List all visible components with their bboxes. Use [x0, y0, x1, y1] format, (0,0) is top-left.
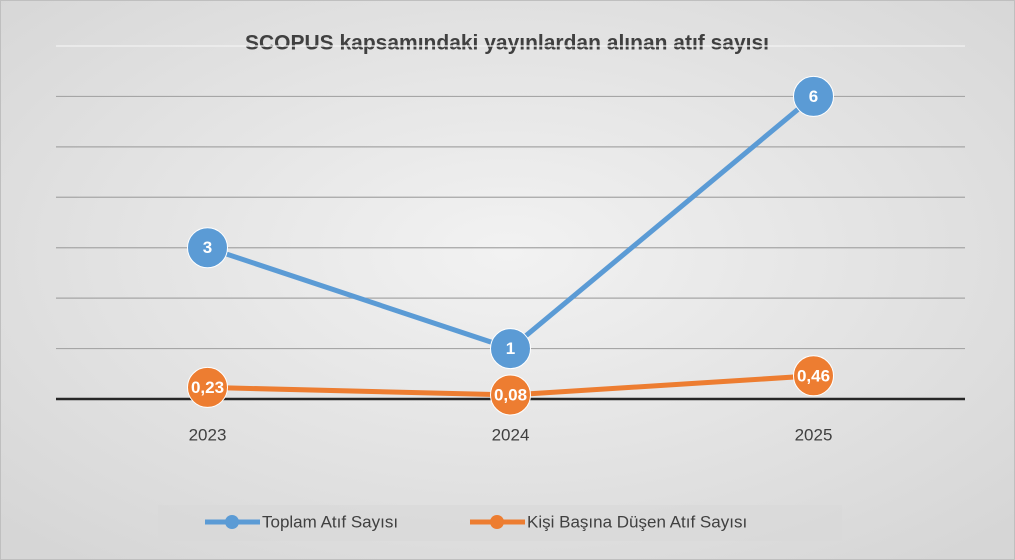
legend-swatch-marker [490, 515, 504, 529]
data-label: 6 [809, 87, 818, 106]
data-point [793, 75, 834, 117]
legend-label: Kişi Başına Düşen Atıf Sayısı [527, 512, 747, 531]
legend-swatch-marker [225, 515, 239, 529]
x-tick-label: 2024 [492, 425, 530, 444]
x-tick-label: 2023 [189, 425, 227, 444]
data-point [490, 328, 531, 370]
chart-title: SCOPUS kapsamındaki yayınlardan alınan a… [245, 32, 769, 55]
data-label: 0,08 [494, 385, 527, 404]
data-point [187, 227, 228, 269]
data-label: 3 [203, 238, 212, 257]
data-label: 0,46 [797, 366, 830, 385]
legend-label: Toplam Atıf Sayısı [262, 512, 398, 531]
data-point [793, 355, 834, 397]
x-tick-label: 2025 [795, 425, 833, 444]
data-label: 0,23 [191, 378, 224, 397]
data-point [187, 366, 228, 408]
data-label: 1 [506, 339, 515, 358]
data-point [490, 374, 531, 416]
